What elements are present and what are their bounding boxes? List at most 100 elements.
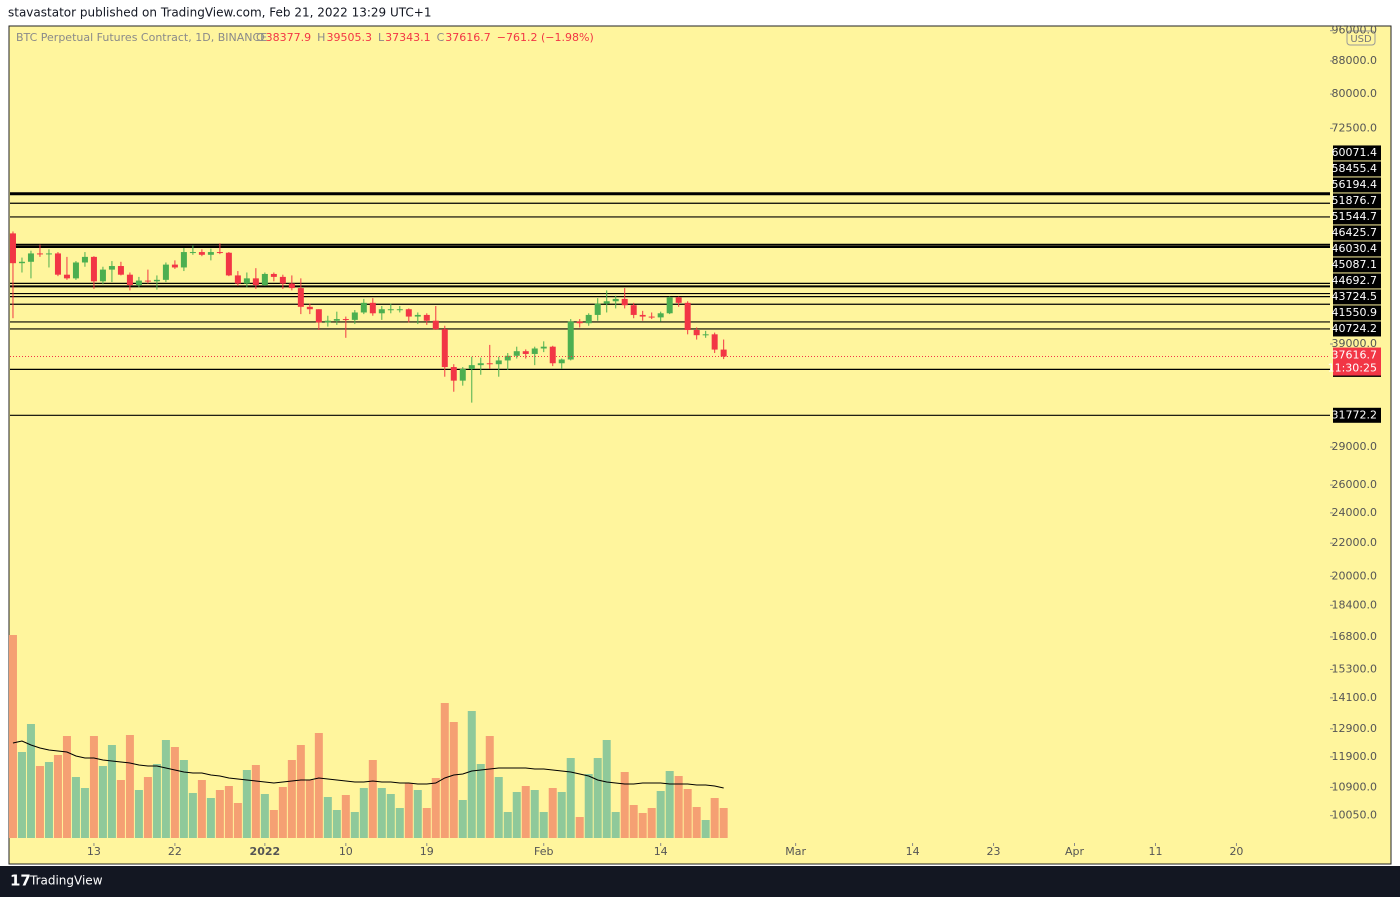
- y-tick-label: 18400.0: [1332, 598, 1378, 611]
- volume-bar: [215, 790, 224, 838]
- volume-bar: [314, 733, 323, 838]
- candle-body: [27, 253, 34, 262]
- volume-bar: [575, 817, 584, 838]
- volume-bar: [467, 711, 476, 838]
- x-tick-label: 10: [339, 845, 353, 858]
- ohlc-letter: L: [378, 31, 385, 44]
- volume-bar: [557, 792, 566, 838]
- volume-bar: [611, 812, 620, 838]
- candle-body: [720, 349, 727, 357]
- x-tick-label: 22: [168, 845, 182, 858]
- volume-bar: [26, 724, 35, 838]
- x-tick-label: 14: [906, 845, 920, 858]
- volume-bar: [197, 780, 206, 838]
- candle-body: [324, 320, 331, 323]
- candle-body: [207, 252, 214, 255]
- y-tick-label: 29000.0: [1332, 440, 1378, 453]
- ohlc-value: 39505.3: [326, 31, 372, 44]
- chart-area: [8, 25, 1392, 865]
- volume-bar: [80, 788, 89, 838]
- volume-bar: [233, 803, 242, 838]
- volume-bar: [125, 735, 134, 838]
- currency-box: [1346, 30, 1376, 46]
- candle-body: [675, 297, 682, 303]
- candle-body: [639, 314, 646, 317]
- volume-bar: [359, 788, 368, 838]
- footer-brand: TradingView: [29, 874, 103, 888]
- candle-body: [333, 319, 340, 321]
- candle-body: [225, 252, 232, 276]
- level-label: 46030.4: [1332, 242, 1378, 255]
- candle-body: [513, 351, 520, 356]
- candle-body: [522, 351, 529, 354]
- candle-body: [423, 314, 430, 321]
- candle-body: [594, 303, 601, 315]
- x-tick-label: 14: [654, 845, 668, 858]
- candle-body: [351, 312, 358, 320]
- level-label-box: [1333, 241, 1381, 257]
- ohlc-letter: O: [256, 31, 265, 44]
- level-label: 60071.4: [1332, 146, 1378, 159]
- candle-body: [18, 261, 25, 264]
- volume-bar: [206, 798, 215, 838]
- volume-bar: [503, 812, 512, 838]
- candle-body: [171, 264, 178, 268]
- volume-bar: [161, 740, 170, 838]
- candle-body: [369, 302, 376, 314]
- volume-bar: [260, 794, 269, 838]
- volume-bar: [278, 787, 287, 838]
- candle-body: [486, 363, 493, 365]
- candle-body: [630, 305, 637, 315]
- x-tick-label: 23: [987, 845, 1001, 858]
- volume-bar: [152, 764, 161, 838]
- volume-bar: [521, 786, 530, 838]
- level-label-box: [1333, 193, 1381, 209]
- candle-body: [81, 256, 88, 263]
- candle-body: [243, 278, 250, 284]
- ohlc-letter: H: [317, 31, 325, 44]
- publisher: stavastator published on TradingView.com…: [8, 6, 431, 20]
- candle-body: [270, 273, 277, 277]
- volume-bar: [224, 786, 233, 838]
- volume-bar: [422, 808, 431, 838]
- candle-body: [315, 309, 322, 323]
- y-tick-label: 14100.0: [1332, 691, 1378, 704]
- volume-bar: [89, 736, 98, 838]
- y-tick-label: 72500.0: [1332, 121, 1378, 134]
- volume-bar: [512, 792, 521, 838]
- candle-body: [702, 334, 709, 336]
- level-label: 56194.4: [1332, 178, 1378, 191]
- y-tick-label: 24000.0: [1332, 506, 1378, 519]
- volume-bar: [53, 755, 62, 838]
- volume-bar: [530, 790, 539, 838]
- volume-bar: [566, 758, 575, 838]
- volume-bar: [116, 780, 125, 838]
- candle-body: [441, 329, 448, 368]
- volume-bar: [485, 736, 494, 838]
- candle-body: [603, 301, 610, 304]
- level-label-box: [1333, 273, 1381, 289]
- x-tick-label: 11: [1148, 845, 1162, 858]
- symbol-title: BTC Perpetual Futures Contract, 1D, BINA…: [16, 31, 267, 44]
- y-tick-label: 39000.0: [1332, 337, 1378, 350]
- volume-bar: [368, 760, 377, 838]
- footer-bar: [0, 866, 1400, 897]
- candle-body: [198, 252, 205, 255]
- x-tick-label: 20: [1229, 845, 1243, 858]
- volume-bar: [107, 745, 116, 838]
- volume-bar: [386, 794, 395, 838]
- volume-bar: [647, 808, 656, 838]
- volume-bar: [458, 800, 467, 838]
- volume-bar: [35, 766, 44, 838]
- x-tick-label: 2022: [250, 845, 281, 858]
- x-tick-label: 13: [87, 845, 101, 858]
- candle-body: [414, 314, 421, 317]
- logo-mark: 17: [10, 872, 31, 890]
- top-bar: [0, 0, 1400, 26]
- candle-body: [72, 262, 79, 279]
- candle-body: [648, 316, 655, 318]
- volume-bar: [440, 703, 449, 838]
- candle-body: [576, 321, 583, 324]
- level-label-box: [1333, 407, 1381, 423]
